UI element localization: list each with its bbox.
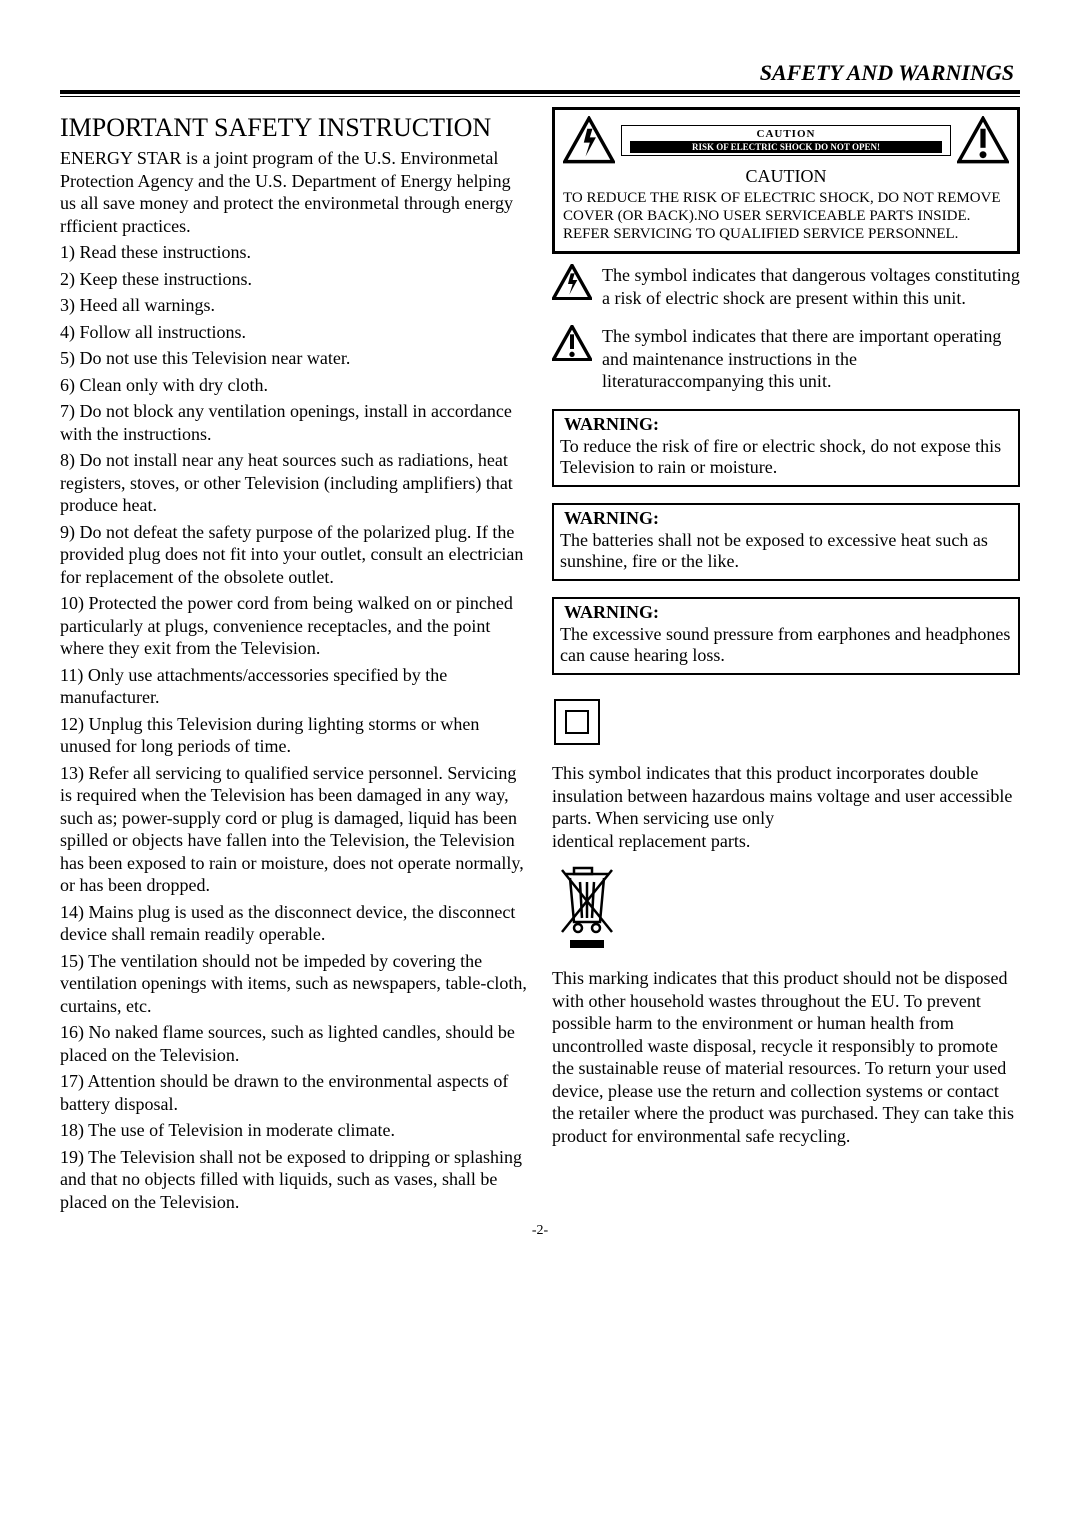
list-item: 6) Clean only with dry cloth. xyxy=(60,374,528,397)
shock-triangle-icon xyxy=(552,264,592,300)
symbol-excl-text: The symbol indicates that there are impo… xyxy=(602,325,1020,393)
left-column: IMPORTANT SAFETY INSTRUCTION ENERGY STAR… xyxy=(60,107,528,1217)
list-item: 9) Do not defeat the safety purpose of t… xyxy=(60,521,528,589)
list-item: 10) Protected the power cord from being … xyxy=(60,592,528,660)
caution-label-box: CAUTION RISK OF ELECTRIC SHOCK DO NOT OP… xyxy=(621,125,951,156)
warning-title: WARNING: xyxy=(564,602,1012,623)
page: SAFETY AND WARNINGS IMPORTANT SAFETY INS… xyxy=(60,0,1020,1259)
header-rule-thin xyxy=(60,96,1020,97)
list-item: 8) Do not install near any heat sources … xyxy=(60,449,528,517)
warning-body: The batteries shall not be exposed to ex… xyxy=(560,530,1012,573)
list-item: 3) Heed all warnings. xyxy=(60,294,528,317)
list-item: 5) Do not use this Television near water… xyxy=(60,347,528,370)
caution-label-line1: CAUTION xyxy=(630,128,942,140)
warning-body: The excessive sound pressure from earpho… xyxy=(560,624,1012,667)
list-item: 14) Mains plug is used as the disconnect… xyxy=(60,901,528,946)
exclamation-triangle-icon xyxy=(957,116,1009,164)
warning-body: To reduce the risk of fire or electric s… xyxy=(560,436,1012,479)
section-heading: IMPORTANT SAFETY INSTRUCTION xyxy=(60,113,528,143)
symbol-explain-excl: The symbol indicates that there are impo… xyxy=(552,325,1020,397)
double-insulation-text: This symbol indicates that this product … xyxy=(552,762,1020,852)
warning-box-1: WARNING: To reduce the risk of fire or e… xyxy=(552,409,1020,487)
double-insulation-icon xyxy=(552,697,602,747)
weee-bin-icon xyxy=(552,862,622,952)
right-column: CAUTION RISK OF ELECTRIC SHOCK DO NOT OP… xyxy=(552,107,1020,1217)
intro-paragraph: ENERGY STAR is a joint program of the U.… xyxy=(60,147,528,237)
list-item: 18) The use of Television in moderate cl… xyxy=(60,1119,528,1142)
weee-text: This marking indicates that this product… xyxy=(552,967,1020,1147)
page-header-title: SAFETY AND WARNINGS xyxy=(60,60,1020,86)
caution-symbol-row: CAUTION RISK OF ELECTRIC SHOCK DO NOT OP… xyxy=(563,116,1009,164)
list-item: 4) Follow all instructions. xyxy=(60,321,528,344)
caution-body-text: TO REDUCE THE RISK OF ELECTRIC SHOCK, DO… xyxy=(563,189,1009,243)
list-item: 13) Refer all servicing to qualified ser… xyxy=(60,762,528,897)
caution-title: CAUTION xyxy=(563,166,1009,187)
warning-title: WARNING: xyxy=(564,508,1012,529)
page-number: -2- xyxy=(60,1223,1020,1239)
warning-box-3: WARNING: The excessive sound pressure fr… xyxy=(552,597,1020,675)
exclamation-triangle-icon xyxy=(552,325,592,361)
list-item: 19) The Television shall not be exposed … xyxy=(60,1146,528,1214)
list-item: 1) Read these instructions. xyxy=(60,241,528,264)
symbol-shock-text: The symbol indicates that dangerous volt… xyxy=(602,264,1020,309)
list-item: 2) Keep these instructions. xyxy=(60,268,528,291)
symbol-explain-shock: The symbol indicates that dangerous volt… xyxy=(552,264,1020,313)
warning-title: WARNING: xyxy=(564,414,1012,435)
list-item: 7) Do not block any ventilation openings… xyxy=(60,400,528,445)
shock-triangle-icon xyxy=(563,116,615,164)
caution-panel: CAUTION RISK OF ELECTRIC SHOCK DO NOT OP… xyxy=(552,107,1020,254)
list-item: 17) Attention should be drawn to the env… xyxy=(60,1070,528,1115)
list-item: 16) No naked flame sources, such as ligh… xyxy=(60,1021,528,1066)
caution-label-line2: RISK OF ELECTRIC SHOCK DO NOT OPEN! xyxy=(630,141,942,153)
header-rule-thick xyxy=(60,90,1020,94)
list-item: 11) Only use attachments/accessories spe… xyxy=(60,664,528,709)
warning-box-2: WARNING: The batteries shall not be expo… xyxy=(552,503,1020,581)
list-item: 12) Unplug this Television during lighti… xyxy=(60,713,528,758)
list-item: 15) The ventilation should not be impede… xyxy=(60,950,528,1018)
two-column-layout: IMPORTANT SAFETY INSTRUCTION ENERGY STAR… xyxy=(60,107,1020,1217)
